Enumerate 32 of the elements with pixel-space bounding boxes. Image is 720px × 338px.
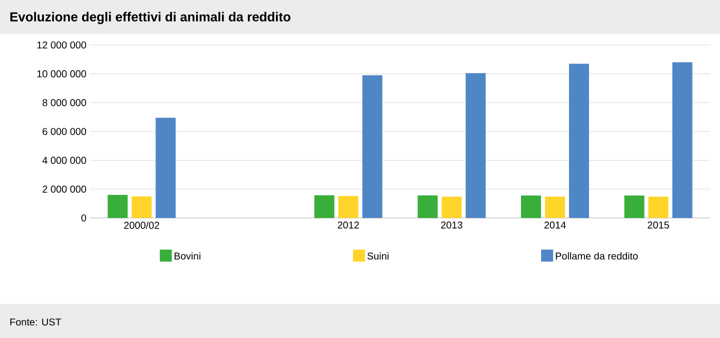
bar bbox=[418, 195, 438, 218]
bar bbox=[521, 196, 542, 218]
legend-label: Suini bbox=[367, 252, 388, 260]
y-tick-label: 8 000 000 bbox=[42, 99, 86, 106]
legend-label: Pollame da reddito bbox=[556, 252, 638, 260]
x-tick-label: 2013 bbox=[441, 222, 462, 229]
source-note: Fonte: UST bbox=[10, 318, 62, 326]
bar bbox=[156, 118, 176, 218]
bar bbox=[466, 73, 486, 218]
bar bbox=[338, 196, 358, 218]
y-tick-label: 6 000 000 bbox=[42, 128, 86, 136]
y-tick-label: 12 000 000 bbox=[37, 41, 86, 49]
y-tick-label: 0 bbox=[81, 214, 86, 222]
x-tick-label: 2015 bbox=[648, 222, 670, 229]
bar bbox=[132, 196, 152, 218]
y-tick-label: 2 000 000 bbox=[42, 186, 86, 193]
x-tick-label: 2012 bbox=[338, 222, 359, 229]
bar bbox=[569, 64, 590, 218]
bar bbox=[545, 196, 566, 218]
bar bbox=[624, 196, 644, 218]
y-tick-label: 10 000 000 bbox=[37, 70, 86, 78]
legend-label: Bovini bbox=[174, 252, 200, 260]
x-tick-label: 2014 bbox=[544, 222, 566, 229]
bar bbox=[442, 196, 462, 218]
y-tick-label: 4 000 000 bbox=[42, 156, 86, 164]
bar bbox=[672, 62, 692, 218]
bar bbox=[648, 196, 668, 218]
chart-title: Evoluzione degli effettivi di animali da reddito bbox=[10, 12, 290, 24]
bar bbox=[362, 75, 382, 218]
bar bbox=[108, 194, 128, 218]
x-tick-label: 2000/02 bbox=[124, 222, 160, 229]
bar bbox=[314, 195, 334, 218]
